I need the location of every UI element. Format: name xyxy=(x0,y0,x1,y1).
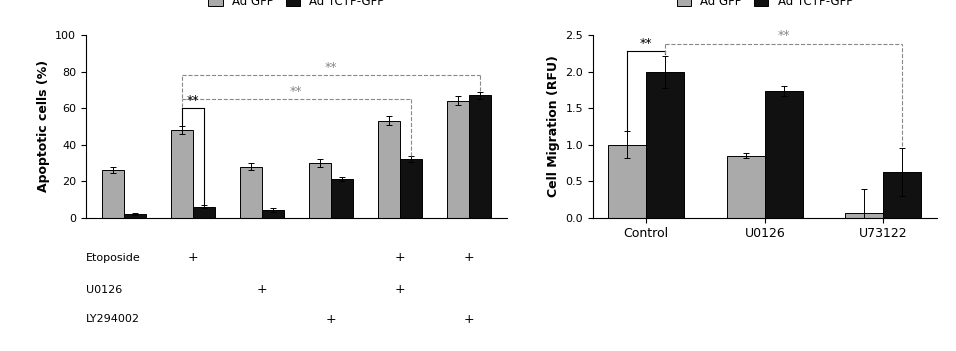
Y-axis label: Apoptotic cells (%): Apoptotic cells (%) xyxy=(36,60,50,192)
Text: +: + xyxy=(395,283,405,296)
Legend: Ad GFP, Ad TCTP-GFP: Ad GFP, Ad TCTP-GFP xyxy=(204,0,389,12)
Bar xyxy=(378,121,400,218)
Bar xyxy=(608,145,646,218)
Bar xyxy=(446,101,468,218)
Text: **: ** xyxy=(186,94,199,107)
Legend: Ad GFP, Ad TCTP-GFP: Ad GFP, Ad TCTP-GFP xyxy=(672,0,858,12)
Bar xyxy=(171,130,193,218)
Bar xyxy=(124,214,146,218)
Bar xyxy=(765,91,803,218)
Bar xyxy=(468,95,490,218)
Bar xyxy=(331,179,353,218)
Text: +: + xyxy=(187,251,198,265)
Text: Etoposide: Etoposide xyxy=(86,253,141,263)
Text: **: ** xyxy=(640,37,653,50)
Bar xyxy=(883,172,922,218)
Bar xyxy=(309,163,331,218)
Bar xyxy=(240,166,262,218)
Bar xyxy=(727,155,765,218)
Bar xyxy=(102,170,124,218)
Text: +: + xyxy=(256,283,267,296)
Bar xyxy=(845,213,883,218)
Bar xyxy=(262,210,284,218)
Text: +: + xyxy=(464,313,474,326)
Bar xyxy=(193,207,215,218)
Bar xyxy=(400,159,422,218)
Text: **: ** xyxy=(325,61,337,74)
Text: +: + xyxy=(464,251,474,265)
Text: U0126: U0126 xyxy=(86,285,122,294)
Text: **: ** xyxy=(777,29,790,42)
Text: +: + xyxy=(395,251,405,265)
Text: LY294002: LY294002 xyxy=(86,314,140,324)
Bar xyxy=(646,72,684,218)
Y-axis label: Cell Migration (RFU): Cell Migration (RFU) xyxy=(547,55,559,197)
Text: +: + xyxy=(326,313,337,326)
Text: **: ** xyxy=(290,85,303,98)
